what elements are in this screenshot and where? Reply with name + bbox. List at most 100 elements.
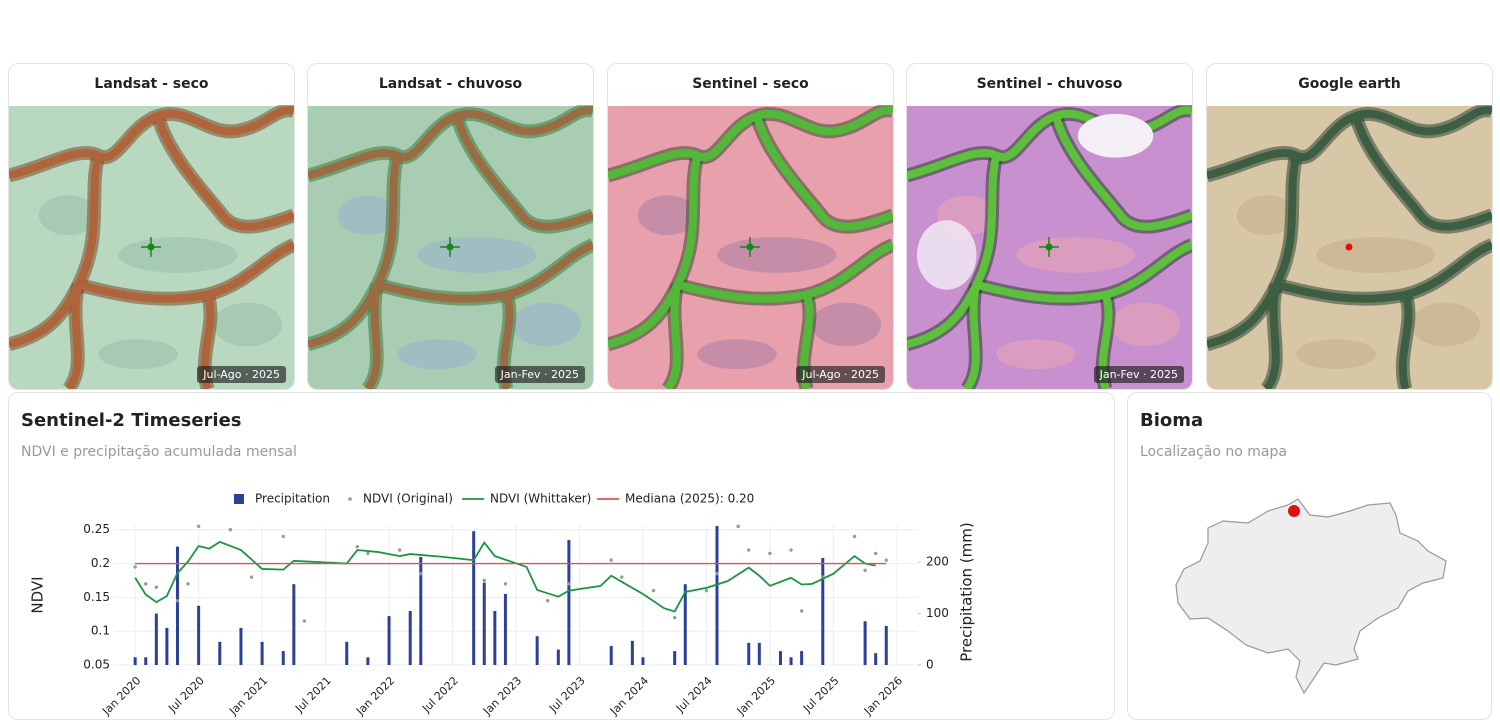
river: [664, 283, 682, 389]
precip-bar: [292, 584, 296, 665]
precip-bar: [673, 651, 677, 665]
image-patch: [38, 195, 99, 236]
precip-bar: [133, 657, 137, 665]
river: [1398, 293, 1413, 389]
image-patch: [337, 195, 398, 236]
image-patch: [996, 339, 1076, 370]
crosshair-dot: [1045, 243, 1053, 251]
precip-bar: [260, 641, 264, 665]
precip-bar: [154, 613, 158, 665]
image-card: Sentinel - chuvoso Jan-Fev · 2025: [906, 63, 1193, 390]
precip-bar: [874, 653, 878, 665]
image-patch: [697, 339, 777, 370]
y-tick-label: 0.05: [83, 658, 110, 672]
ndvi-point: [620, 575, 624, 579]
precip-bar: [757, 642, 761, 665]
precip-bar: [144, 657, 148, 665]
y-tick-label: 0.2: [91, 556, 110, 570]
cloud: [916, 220, 977, 290]
card-title: Sentinel - seco: [692, 76, 809, 92]
ndvi-point: [144, 582, 148, 586]
ndvi-point: [186, 582, 190, 586]
card-title: Sentinel - chuvoso: [976, 76, 1123, 92]
ndvi-point: [482, 578, 486, 583]
ndvi-point: [397, 548, 402, 552]
ndvi-point: [747, 548, 751, 552]
ndvi-point: [789, 548, 793, 552]
ndvi-point: [704, 588, 709, 593]
precip-bar: [165, 627, 169, 665]
card-title: Bioma: [1140, 410, 1204, 431]
legend-swatch: [234, 494, 244, 504]
precip-bar: [747, 642, 751, 665]
river: [65, 283, 83, 389]
precip-bar: [630, 640, 634, 665]
x-tick-label: Jul 2024: [673, 674, 715, 716]
image-patch: [98, 339, 178, 370]
x-tick-label: Jan 2025: [734, 674, 778, 718]
x-tick-label: Jan 2021: [226, 674, 270, 718]
river: [975, 241, 1192, 303]
ndvi-point: [196, 524, 201, 529]
precip-bar: [281, 651, 285, 665]
precip-bar: [197, 605, 201, 665]
x-tick-label: Jul 2025: [800, 674, 842, 716]
ndvi-point: [249, 575, 254, 579]
ndvi-point: [799, 609, 804, 613]
ndvi-point: [175, 599, 180, 603]
ndvi-point: [546, 599, 550, 603]
precip-bar: [419, 556, 423, 665]
ndvi-line: [134, 540, 876, 613]
precip-bar: [567, 539, 571, 665]
precip-bar: [884, 625, 888, 665]
legend-label: NDVI (Whittaker): [490, 492, 591, 506]
image-card: Landsat - seco Jul-Ago · 2025: [8, 63, 295, 390]
river: [154, 114, 294, 231]
legend-swatch: [348, 497, 352, 501]
x-tick-label: Jan 2020: [99, 674, 143, 718]
precip-bar: [863, 621, 867, 665]
ndvi-point: [852, 534, 857, 539]
ndvi-point: [736, 524, 740, 529]
precip-bar: [503, 593, 507, 665]
image-card: Google earth: [1206, 63, 1493, 390]
card-title: Landsat - seco: [94, 76, 209, 92]
x-tick-label: Jan 2024: [607, 674, 651, 718]
precip-bar: [218, 641, 222, 665]
ndvi-point: [672, 615, 677, 620]
ndvi-point: [873, 551, 878, 556]
biome-shape: [1175, 498, 1447, 695]
river: [753, 114, 893, 231]
location-dot: [1288, 505, 1300, 517]
river: [963, 283, 981, 389]
x-tick-label: Jul 2020: [165, 674, 207, 716]
date-badge: Jan-Fev · 2025: [494, 366, 585, 383]
image-patch: [397, 339, 477, 370]
river: [1275, 241, 1492, 303]
ndvi-point: [419, 571, 423, 576]
precip-bar: [366, 657, 370, 665]
biome-map: [1175, 498, 1447, 695]
river: [1263, 283, 1281, 389]
ndvi-point: [133, 565, 137, 569]
precip-bar: [789, 657, 793, 665]
card-title: Sentinel-2 Timeseries: [21, 410, 242, 431]
river: [453, 114, 593, 231]
crosshair-dot: [147, 243, 155, 251]
ndvi-point: [228, 528, 233, 532]
satellite-image: [907, 105, 1192, 389]
precip-bar: [683, 584, 687, 665]
precip-bar: [609, 645, 613, 665]
x-tick-label: Jan 2022: [353, 674, 397, 718]
satellite-image: [9, 105, 294, 389]
date-badge: Jan-Fev · 2025: [1093, 366, 1184, 383]
ndvi-point: [567, 582, 571, 586]
y-tick-label: 0.25: [83, 522, 110, 536]
precip-bar: [800, 651, 804, 665]
precip-bar: [821, 557, 825, 665]
river: [676, 241, 893, 303]
ndvi-point: [863, 568, 867, 573]
date-badge: Jul-Ago · 2025: [796, 366, 885, 383]
image-patch: [511, 302, 582, 347]
